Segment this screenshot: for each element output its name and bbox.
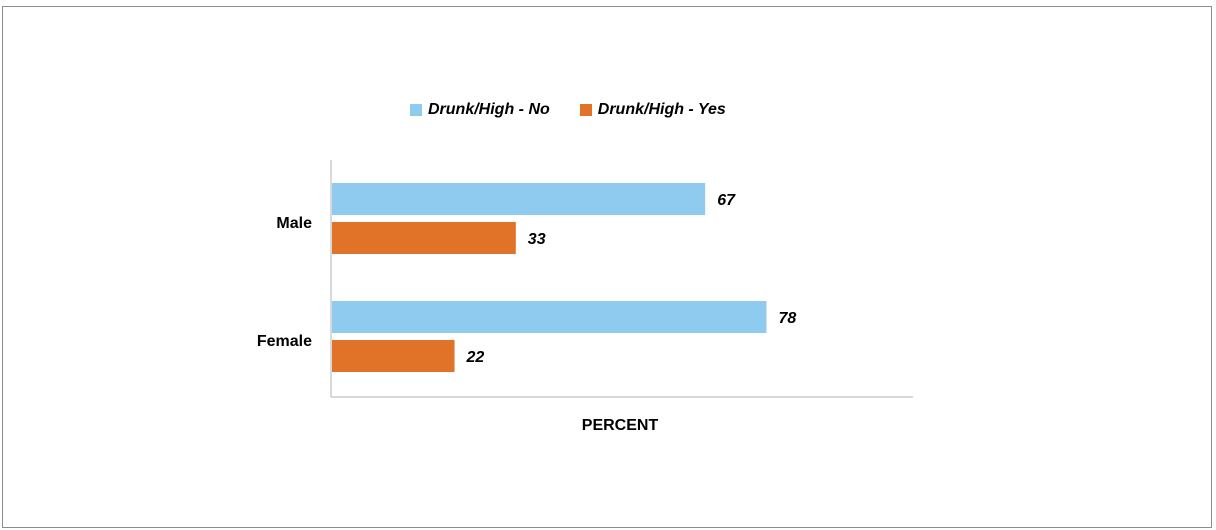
data-label-female-no: 78 (778, 310, 796, 327)
data-label-male-no: 67 (717, 192, 736, 209)
category-label-female: Female (257, 333, 312, 350)
category-label-male: Male (276, 215, 312, 232)
data-label-male-yes: 33 (528, 231, 546, 248)
data-label-female-yes: 22 (466, 349, 485, 366)
x-axis-title: PERCENT (582, 417, 659, 434)
legend-label-yes: Drunk/High - Yes (597, 101, 726, 118)
chart-legend: Drunk/High - No Drunk/High - Yes (410, 96, 750, 124)
legend-item-yes: Drunk/High - Yes (579, 101, 726, 119)
legend-label-no: Drunk/High - No (428, 101, 550, 118)
legend-swatch-no (410, 104, 422, 116)
bar-male-yes (332, 222, 516, 254)
plot-area: Male 67 33 Female 78 22 (257, 160, 913, 398)
bar-male-no (332, 183, 706, 215)
chart-frame (2, 6, 1212, 528)
bar-female-yes (332, 340, 455, 372)
bar-female-no (332, 301, 767, 333)
legend-swatch-yes (579, 104, 592, 116)
legend-item-no: Drunk/High - No (410, 101, 550, 119)
